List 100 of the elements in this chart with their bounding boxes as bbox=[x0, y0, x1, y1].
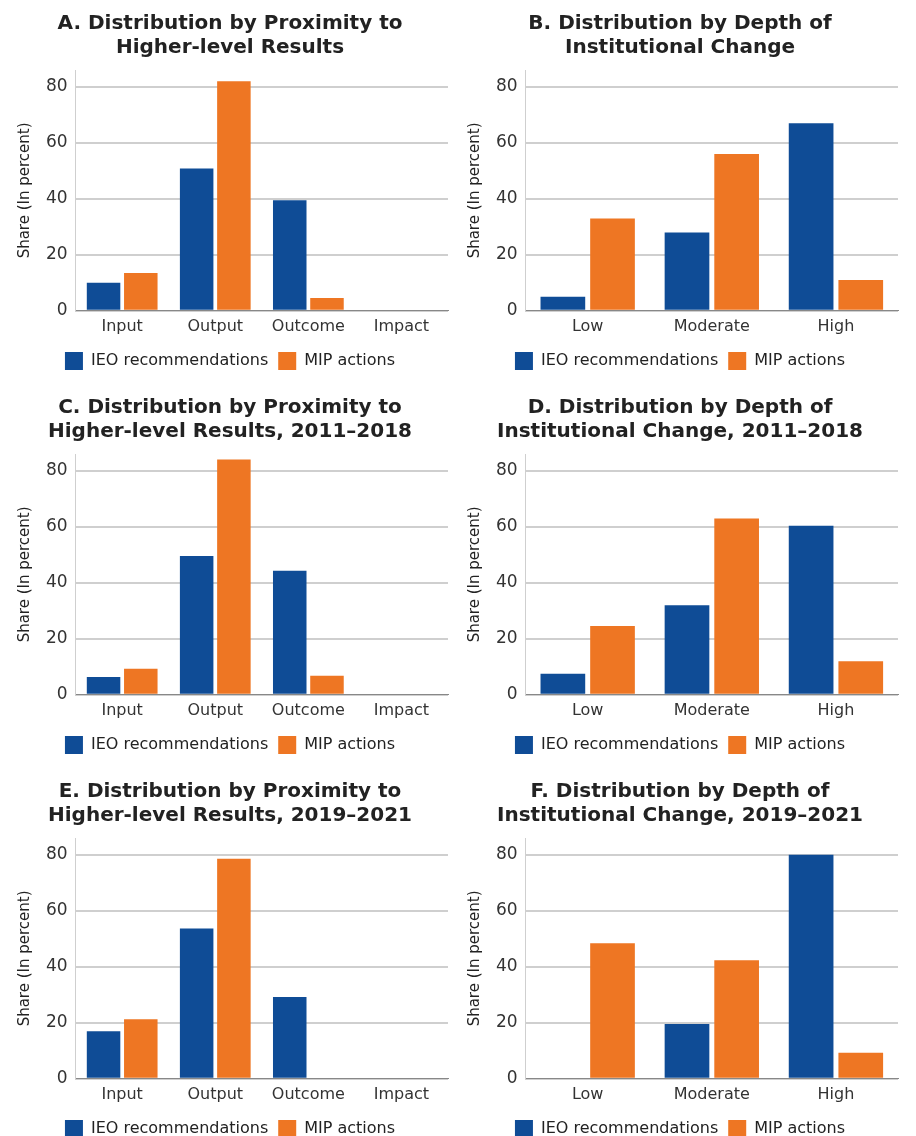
x-tick-label: Output bbox=[187, 699, 244, 719]
legend-label: MIP actions bbox=[754, 734, 846, 754]
bar bbox=[124, 273, 158, 310]
bar bbox=[788, 123, 834, 310]
x-tick-label: Moderate bbox=[673, 315, 750, 335]
bar bbox=[217, 81, 251, 310]
x-tick-label: Impact bbox=[373, 699, 430, 719]
legend-label: IEO recommendations bbox=[90, 734, 269, 754]
x-tick-label: Low bbox=[571, 1083, 604, 1103]
y-tick-label: 20 bbox=[495, 627, 518, 648]
bar bbox=[788, 854, 834, 1078]
y-tick-label: 80 bbox=[495, 843, 518, 864]
y-tick-label: 0 bbox=[56, 683, 68, 704]
x-tick-label: High bbox=[817, 1083, 855, 1103]
x-tick-label: Outcome bbox=[271, 1083, 345, 1103]
y-tick-label: 0 bbox=[56, 1067, 68, 1088]
y-tick-label: 0 bbox=[506, 299, 518, 320]
y-axis-title: Share (In percent) bbox=[14, 890, 33, 1027]
y-tick-label: 40 bbox=[45, 955, 68, 976]
y-tick-label: 60 bbox=[45, 899, 68, 920]
chart-title: F. Distribution by Depth of Institutional Change, 2019–2021 bbox=[497, 778, 863, 827]
x-tick-label: High bbox=[817, 699, 855, 719]
y-axis-title: Share (In percent) bbox=[14, 122, 33, 259]
bar bbox=[272, 997, 307, 1078]
legend-label: IEO recommendations bbox=[90, 1118, 269, 1136]
y-tick-label: 20 bbox=[45, 1011, 68, 1032]
x-tick-label: Moderate bbox=[673, 699, 750, 719]
y-tick-label: 60 bbox=[495, 515, 518, 536]
legend-label: MIP actions bbox=[304, 350, 396, 370]
y-tick-label: 40 bbox=[495, 571, 518, 592]
legend-label: IEO recommendations bbox=[90, 350, 269, 370]
y-tick-label: 0 bbox=[506, 1067, 518, 1088]
y-tick-label: 0 bbox=[56, 299, 68, 320]
bar bbox=[590, 218, 635, 310]
bar bbox=[714, 960, 759, 1078]
bar bbox=[664, 605, 710, 694]
y-tick-label: 0 bbox=[506, 683, 518, 704]
legend-label: MIP actions bbox=[304, 1118, 396, 1136]
x-tick-label: Low bbox=[571, 699, 604, 719]
chart-title: D. Distribution by Depth of Institutional Change, 2011–2018 bbox=[497, 394, 863, 443]
bar bbox=[838, 280, 884, 310]
bar bbox=[179, 555, 214, 694]
x-tick-label: Outcome bbox=[271, 315, 345, 335]
bar bbox=[217, 459, 251, 694]
bar bbox=[838, 1052, 884, 1078]
x-tick-label: Input bbox=[101, 699, 143, 719]
chart-title: B. Distribution by Depth of Institutional Change bbox=[528, 10, 832, 59]
x-tick-label: Output bbox=[187, 315, 244, 335]
y-tick-label: 80 bbox=[495, 459, 518, 480]
y-tick-label: 80 bbox=[45, 843, 68, 864]
bar bbox=[788, 525, 834, 694]
bar bbox=[540, 673, 586, 694]
bar bbox=[664, 1023, 710, 1078]
bar bbox=[86, 676, 121, 694]
y-axis-title: Share (In percent) bbox=[464, 506, 483, 643]
x-tick-label: Input bbox=[101, 1083, 143, 1103]
x-tick-label: Impact bbox=[373, 1083, 430, 1103]
y-axis-title: Share (In percent) bbox=[464, 122, 483, 259]
bar bbox=[272, 570, 307, 694]
y-axis-title: Share (In percent) bbox=[464, 890, 483, 1027]
y-tick-label: 60 bbox=[495, 131, 518, 152]
legend-label: MIP actions bbox=[754, 350, 846, 370]
x-tick-label: High bbox=[817, 315, 855, 335]
bar bbox=[272, 200, 307, 310]
legend-label: IEO recommendations bbox=[540, 734, 719, 754]
bar bbox=[664, 232, 710, 310]
bar bbox=[714, 154, 759, 310]
bar bbox=[590, 625, 635, 694]
y-tick-label: 80 bbox=[45, 75, 68, 96]
y-tick-label: 40 bbox=[495, 955, 518, 976]
bar bbox=[310, 675, 344, 694]
x-tick-label: Output bbox=[187, 1083, 244, 1103]
bar bbox=[590, 943, 635, 1078]
y-tick-label: 20 bbox=[495, 243, 518, 264]
y-tick-label: 40 bbox=[45, 187, 68, 208]
legend-label: MIP actions bbox=[304, 734, 396, 754]
x-tick-label: Low bbox=[571, 315, 604, 335]
y-tick-label: 40 bbox=[45, 571, 68, 592]
bar bbox=[86, 1031, 121, 1078]
chart-title: C. Distribution by Proximity to Higher-level Results, 2011–2018 bbox=[47, 394, 413, 443]
bar bbox=[217, 858, 251, 1078]
bar bbox=[179, 928, 214, 1078]
x-tick-label: Input bbox=[101, 315, 143, 335]
legend-label: IEO recommendations bbox=[540, 1118, 719, 1136]
bar bbox=[124, 668, 158, 694]
y-tick-label: 40 bbox=[495, 187, 518, 208]
y-tick-label: 20 bbox=[45, 243, 68, 264]
y-tick-label: 80 bbox=[45, 459, 68, 480]
bar bbox=[540, 296, 586, 310]
x-tick-label: Impact bbox=[373, 315, 430, 335]
y-tick-label: 20 bbox=[45, 627, 68, 648]
y-tick-label: 60 bbox=[45, 131, 68, 152]
x-tick-label: Outcome bbox=[271, 699, 345, 719]
bar bbox=[714, 518, 759, 694]
legend-label: IEO recommendations bbox=[540, 350, 719, 370]
chart-title: E. Distribution by Proximity to Higher-level Results, 2019–2021 bbox=[47, 778, 413, 827]
y-tick-label: 80 bbox=[495, 75, 518, 96]
chart-title: A. Distribution by Proximity to Higher-level Results bbox=[57, 10, 403, 59]
y-axis-title: Share (In percent) bbox=[14, 506, 33, 643]
bar bbox=[86, 282, 121, 310]
